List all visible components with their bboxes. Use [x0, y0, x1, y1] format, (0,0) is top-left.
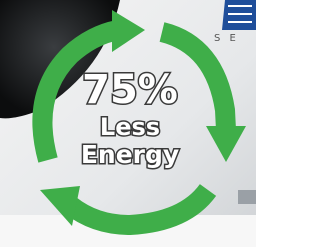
brand-text: S E [214, 33, 239, 44]
badge-percent: 75% [82, 67, 178, 113]
page: S E 75% Less Energy (() => { const data … [0, 0, 256, 247]
badge-line2: Energy [81, 140, 179, 169]
unit-foot [238, 190, 256, 204]
badge-line1: Less [100, 113, 160, 141]
product-image: S E 75% Less Energy [0, 0, 256, 247]
